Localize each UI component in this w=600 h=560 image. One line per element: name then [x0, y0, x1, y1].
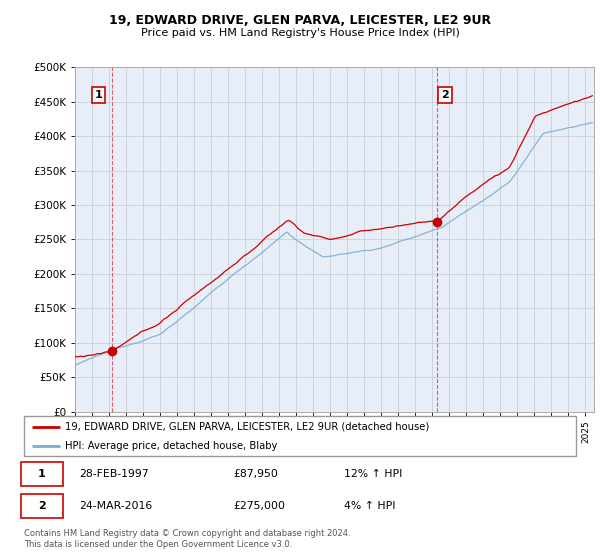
Text: Price paid vs. HM Land Registry's House Price Index (HPI): Price paid vs. HM Land Registry's House … [140, 28, 460, 38]
Text: 4% ↑ HPI: 4% ↑ HPI [344, 501, 395, 511]
Text: 2: 2 [441, 90, 449, 100]
Text: 24-MAR-2016: 24-MAR-2016 [79, 501, 152, 511]
FancyBboxPatch shape [21, 462, 62, 486]
FancyBboxPatch shape [24, 416, 576, 456]
Text: £87,950: £87,950 [234, 469, 278, 479]
Text: HPI: Average price, detached house, Blaby: HPI: Average price, detached house, Blab… [65, 441, 278, 450]
FancyBboxPatch shape [21, 494, 62, 519]
Text: 28-FEB-1997: 28-FEB-1997 [79, 469, 149, 479]
Text: 12% ↑ HPI: 12% ↑ HPI [344, 469, 403, 479]
Text: 19, EDWARD DRIVE, GLEN PARVA, LEICESTER, LE2 9UR: 19, EDWARD DRIVE, GLEN PARVA, LEICESTER,… [109, 14, 491, 27]
Text: 1: 1 [38, 469, 46, 479]
Text: £275,000: £275,000 [234, 501, 286, 511]
Text: 19, EDWARD DRIVE, GLEN PARVA, LEICESTER, LE2 9UR (detached house): 19, EDWARD DRIVE, GLEN PARVA, LEICESTER,… [65, 422, 430, 432]
Text: 2: 2 [38, 501, 46, 511]
Text: 1: 1 [94, 90, 102, 100]
Text: Contains HM Land Registry data © Crown copyright and database right 2024.
This d: Contains HM Land Registry data © Crown c… [24, 529, 350, 549]
